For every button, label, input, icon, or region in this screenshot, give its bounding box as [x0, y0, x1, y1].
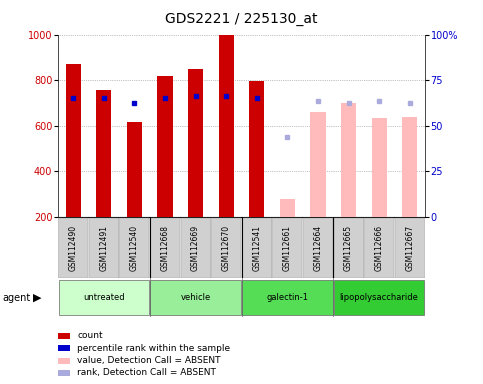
Text: agent: agent: [2, 293, 30, 303]
Text: ▶: ▶: [33, 293, 42, 303]
FancyBboxPatch shape: [58, 280, 149, 315]
Bar: [280, 199, 295, 217]
Bar: [402, 117, 417, 217]
Text: lipopolysaccharide: lipopolysaccharide: [340, 293, 419, 302]
FancyBboxPatch shape: [242, 218, 272, 278]
FancyBboxPatch shape: [272, 218, 302, 278]
FancyBboxPatch shape: [211, 218, 241, 278]
Bar: [157, 76, 173, 217]
Text: GDS2221 / 225130_at: GDS2221 / 225130_at: [165, 12, 318, 25]
FancyBboxPatch shape: [181, 218, 211, 278]
Bar: [188, 69, 203, 217]
Text: GSM112670: GSM112670: [222, 225, 231, 271]
Text: GSM112541: GSM112541: [252, 225, 261, 271]
Text: galectin-1: galectin-1: [267, 293, 308, 302]
Bar: [341, 103, 356, 217]
Bar: [66, 64, 81, 217]
FancyBboxPatch shape: [242, 280, 333, 315]
FancyBboxPatch shape: [364, 218, 394, 278]
Text: GSM112665: GSM112665: [344, 225, 353, 271]
Bar: [127, 122, 142, 217]
FancyBboxPatch shape: [150, 218, 180, 278]
FancyBboxPatch shape: [303, 218, 333, 278]
Text: GSM112664: GSM112664: [313, 225, 323, 271]
Bar: [219, 35, 234, 217]
Text: rank, Detection Call = ABSENT: rank, Detection Call = ABSENT: [77, 368, 216, 377]
FancyBboxPatch shape: [334, 218, 364, 278]
Bar: [311, 112, 326, 217]
FancyBboxPatch shape: [150, 280, 241, 315]
FancyBboxPatch shape: [334, 280, 425, 315]
Text: GSM112668: GSM112668: [160, 225, 170, 271]
Text: GSM112661: GSM112661: [283, 225, 292, 271]
Text: count: count: [77, 331, 103, 341]
Text: GSM112666: GSM112666: [375, 225, 384, 271]
FancyBboxPatch shape: [89, 218, 119, 278]
FancyBboxPatch shape: [119, 218, 149, 278]
FancyBboxPatch shape: [58, 218, 88, 278]
Bar: [96, 90, 112, 217]
Text: percentile rank within the sample: percentile rank within the sample: [77, 344, 230, 353]
Text: GSM112491: GSM112491: [99, 225, 108, 271]
Text: value, Detection Call = ABSENT: value, Detection Call = ABSENT: [77, 356, 221, 365]
Text: vehicle: vehicle: [181, 293, 211, 302]
Text: GSM112490: GSM112490: [69, 225, 78, 271]
Text: untreated: untreated: [83, 293, 125, 302]
Bar: [371, 118, 387, 217]
Bar: [249, 81, 265, 217]
FancyBboxPatch shape: [395, 218, 425, 278]
Text: GSM112669: GSM112669: [191, 225, 200, 271]
Text: GSM112540: GSM112540: [130, 225, 139, 271]
Text: GSM112667: GSM112667: [405, 225, 414, 271]
